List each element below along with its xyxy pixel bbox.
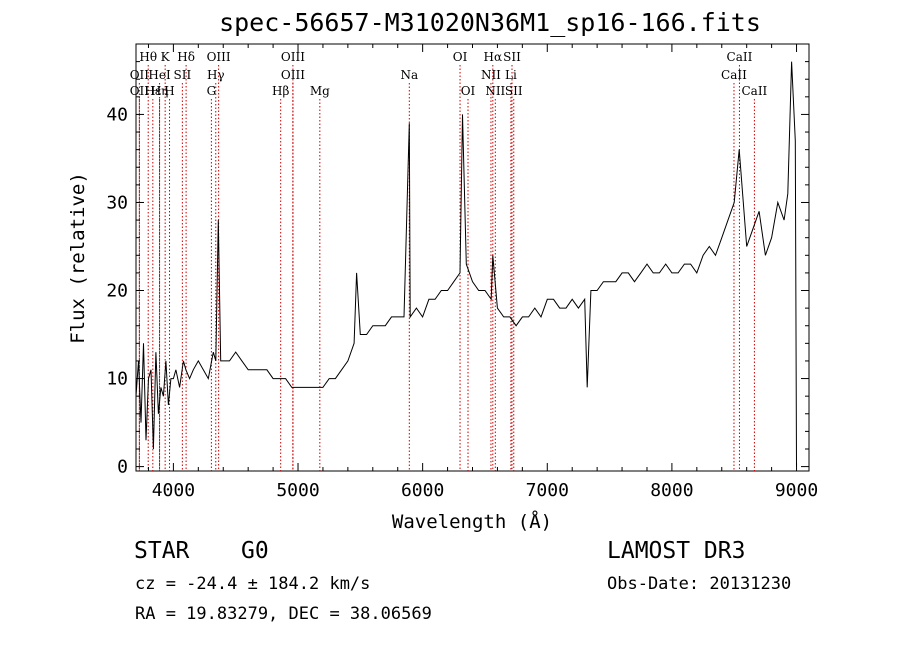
y-tick-label: 40 — [106, 104, 128, 125]
line-marker-label: Na — [400, 68, 418, 82]
line-marker-label: G — [207, 84, 217, 98]
y-tick-label: 0 — [117, 457, 128, 478]
line-marker-label: SII — [505, 84, 523, 98]
line-marker-label: CaII — [727, 50, 753, 64]
line-marker-label: Mg — [310, 84, 330, 98]
line-marker-label: Hδ — [177, 50, 195, 64]
chart-title: spec-56657-M31020N36M1_sp16-166.fits — [219, 8, 761, 37]
line-marker-label: SII — [503, 50, 521, 64]
line-marker-label: Hθ — [139, 50, 157, 64]
x-axis-label: Wavelength (Å) — [392, 510, 552, 533]
y-tick-label: 10 — [106, 369, 128, 390]
x-tick-label: 5000 — [276, 480, 319, 501]
line-marker-label: OIII — [207, 50, 231, 64]
survey-name: LAMOST DR3 — [607, 538, 746, 564]
line-marker-label: CaII — [741, 84, 767, 98]
line-marker-label: Hγ — [207, 68, 225, 82]
line-marker-label: OI — [461, 84, 476, 98]
line-marker-label: OIII — [281, 68, 305, 82]
axis-tick-labels: 4000 5000 6000 7000 8000 9000 0 10 20 30 40 — [106, 104, 818, 501]
sky-coordinates: RA = 19.83279, DEC = 38.06569 — [135, 604, 432, 624]
line-marker-label: Hε — [144, 84, 161, 98]
line-marker-label: H — [164, 84, 174, 98]
line-marker-label: Li — [505, 68, 517, 82]
line-marker-label: Hα — [484, 50, 503, 64]
y-tick-label: 20 — [106, 281, 128, 302]
line-marker-label: NII — [481, 68, 501, 82]
x-tick-label: 9000 — [775, 480, 818, 501]
emission-line-markers — [138, 65, 755, 471]
line-marker-label: CaII — [721, 68, 747, 82]
line-marker-label: K — [161, 50, 171, 64]
line-marker-label: OII — [130, 84, 150, 98]
line-marker-label: HeI — [148, 68, 171, 82]
line-marker-label: OI — [453, 50, 468, 64]
x-tick-label: 6000 — [401, 480, 444, 501]
x-tick-label: 7000 — [526, 480, 569, 501]
line-marker-label: SII — [174, 68, 192, 82]
spectrum-layer — [135, 61, 797, 467]
redshift-velocity: cz = -24.4 ± 184.2 km/s — [135, 574, 371, 594]
x-tick-label: 4000 — [152, 480, 195, 501]
observation-date: Obs-Date: 20131230 — [607, 574, 792, 594]
x-tick-label: 8000 — [650, 480, 693, 501]
object-type: STAR — [134, 538, 190, 564]
line-marker-label: OIII — [281, 50, 305, 64]
line-marker-label: Hβ — [272, 84, 289, 98]
spectrum-line — [135, 61, 797, 467]
axis-ticks — [136, 44, 809, 471]
spectral-subclass: G0 — [241, 538, 269, 564]
y-tick-label: 30 — [106, 192, 128, 213]
line-marker-label: NII — [485, 84, 505, 98]
line-marker-label: Hη — [151, 84, 169, 98]
line-marker-label: OII — [130, 68, 150, 82]
plot-frame — [135, 43, 810, 472]
y-axis-label: Flux (relative) — [67, 172, 89, 344]
